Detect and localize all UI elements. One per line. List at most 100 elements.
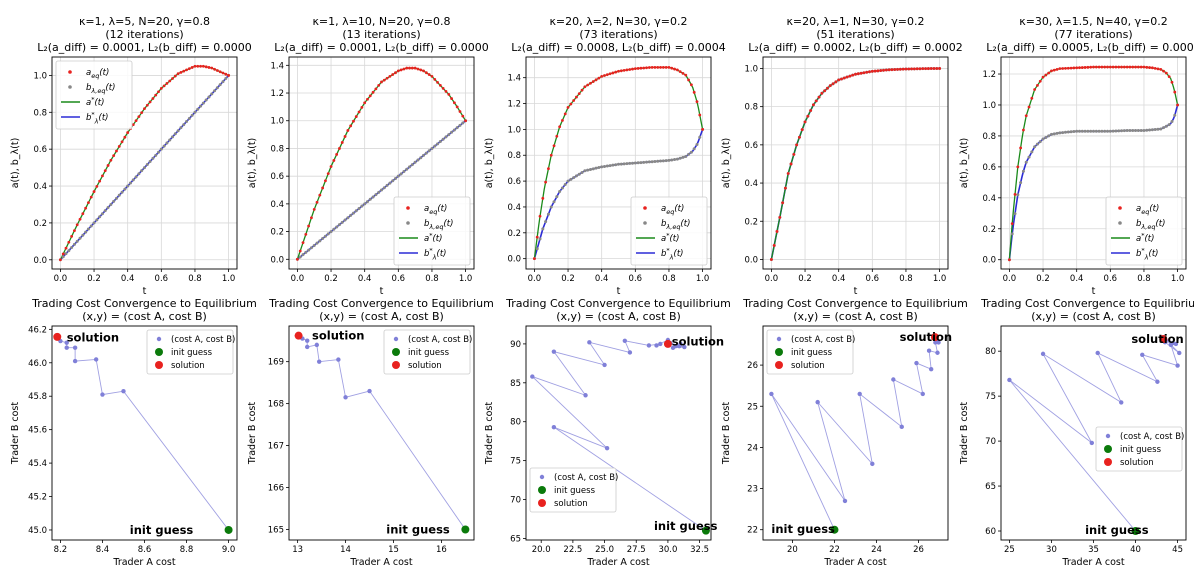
b-eq-point [394, 176, 398, 180]
a-eq-point [1159, 67, 1163, 71]
b-eq-point [1128, 129, 1132, 133]
legend-marker [776, 336, 782, 342]
b-eq-point [546, 212, 550, 216]
b-eq-point [1038, 140, 1042, 144]
y-axis-label: a(t), b_λ(t) [484, 138, 495, 189]
b-eq-point [608, 164, 612, 168]
a-eq-point [335, 153, 339, 156]
a-eq-point [438, 84, 442, 87]
y-tick-label: 75 [985, 392, 996, 402]
b-eq-point [659, 159, 663, 163]
b-eq-point [647, 160, 651, 164]
x-tick-label: 1.0 [1171, 274, 1185, 284]
y-axis-label: a(t), b_λ(t) [247, 138, 258, 189]
legend-label: aeq(t) [1136, 204, 1159, 216]
a-eq-point [879, 69, 883, 72]
b-eq-point [422, 153, 426, 157]
cost-point [1170, 340, 1175, 346]
y-tick-label: 75 [510, 457, 521, 467]
chart-title: (x,y) = (cost A, cost B) [1031, 310, 1156, 323]
chart-title: κ=30, λ=1.5, N=40, γ=0.2 [1019, 15, 1168, 28]
b-eq-point [298, 255, 302, 259]
legend-frame [529, 467, 617, 513]
b-eq-point [363, 202, 367, 206]
legend-marker [155, 348, 163, 356]
b-eq-point [1139, 129, 1143, 133]
b-eq-point [157, 150, 161, 154]
x-axis-label: Trader A cost [349, 557, 412, 568]
b-eq-point [173, 132, 177, 136]
y-tick-label: 1.2 [270, 89, 284, 99]
a-eq-point [566, 106, 570, 109]
b-eq-point [1162, 126, 1166, 130]
legend-label: bλ,eq(t) [424, 219, 453, 231]
chart-title: L₂(a_diff) = 0.0001, L₂(b_diff) = 0.0000 [274, 41, 489, 54]
a-eq-point [678, 70, 682, 74]
a-eq-point [684, 73, 688, 77]
b-eq-point [374, 193, 378, 197]
legend-label: solution [408, 361, 442, 371]
y-tick-label: 46.0 [28, 359, 47, 369]
cost-point [316, 359, 322, 364]
a-eq-point [1083, 66, 1087, 69]
y-tick-label: 0.4 [507, 203, 521, 213]
y-tick-label: 166 [268, 484, 284, 494]
a-eq-point [357, 110, 361, 114]
a-eq-point [391, 73, 395, 76]
b-eq-point [444, 135, 448, 139]
a-eq-point [75, 223, 79, 227]
x-axis-label: Trader A cost [1061, 557, 1124, 568]
b-eq-point [580, 170, 584, 174]
a-eq-point [692, 90, 696, 94]
x-axis-label: Trader A cost [112, 557, 175, 568]
chart-title: Trading Cost Convergence to Equilibrium [980, 297, 1194, 310]
b-eq-point [312, 243, 316, 247]
x-tick-label: 1.0 [933, 274, 947, 284]
b-eq-point [391, 179, 395, 183]
b-eq-point [447, 133, 451, 137]
b-eq-point [1021, 169, 1025, 173]
chart-title: L₂(a_diff) = 0.0001, L₂(b_diff) = 0.0000 [37, 41, 252, 54]
b-eq-point [436, 142, 440, 146]
a-eq-point [87, 201, 90, 205]
a-eq-point [667, 65, 671, 69]
b-eq-point [1047, 134, 1051, 138]
y-tick-label: 45.2 [28, 493, 47, 503]
b-eq-point [349, 213, 353, 217]
b-eq-point [552, 200, 556, 204]
b-eq-point [544, 220, 548, 224]
y-tick-label: 0.0 [982, 256, 996, 266]
b-eq-point [1075, 129, 1079, 133]
a-eq-point [187, 67, 191, 71]
b-eq-point [586, 168, 590, 172]
cost-point [1089, 440, 1095, 446]
a-eq-point [603, 74, 606, 77]
b-eq-point [614, 163, 618, 167]
b-eq-point [583, 169, 587, 173]
y-tick-label: 45.4 [28, 459, 47, 469]
a-eq-point [812, 103, 815, 107]
y-tick-label: 1.2 [982, 70, 996, 80]
a-eq-point [1030, 96, 1034, 100]
init-guess-point [461, 525, 470, 534]
a-eq-point [800, 128, 804, 131]
legend-marker [1104, 445, 1112, 453]
chart-title: Trading Cost Convergence to Equilibrium [505, 297, 731, 310]
x-tick-label: 8.4 [96, 545, 110, 555]
legend-label: (cost A, cost B) [171, 335, 235, 345]
b-eq-point [98, 215, 102, 219]
b-eq-point [656, 159, 660, 163]
x-axis-label: t [143, 286, 147, 297]
chart-title: (13 iterations) [342, 28, 420, 41]
b-eq-point [140, 169, 144, 173]
a-eq-point [1041, 75, 1045, 79]
legend-marker [1118, 221, 1122, 225]
b-eq-point [1122, 129, 1126, 133]
x-tick-label: 0.8 [899, 274, 913, 284]
a-eq-point [636, 67, 640, 70]
a-eq-point [1052, 68, 1056, 72]
a-eq-point [541, 196, 545, 200]
a-eq-point [673, 67, 676, 71]
b-eq-point [100, 212, 104, 216]
y-tick-label: 168 [268, 400, 284, 410]
